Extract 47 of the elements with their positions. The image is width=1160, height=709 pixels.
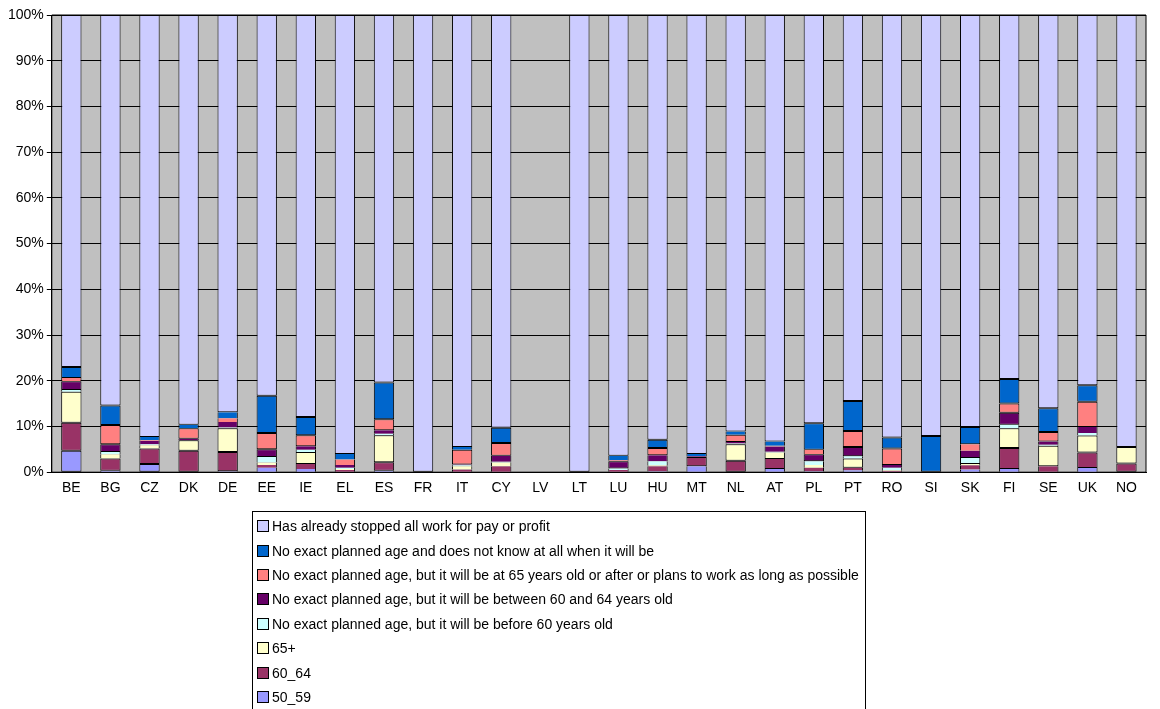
x-tick-label: MT xyxy=(686,479,708,496)
x-tick-label: CZ xyxy=(140,479,160,496)
x-tick-label: LU xyxy=(609,479,628,496)
x-tick-label: EE xyxy=(257,479,277,496)
x-tick-label: FI xyxy=(1003,479,1016,496)
x-tick-label: NO xyxy=(1115,479,1138,496)
y-tick-label: 50% xyxy=(15,234,44,251)
y-tick-label: 40% xyxy=(15,280,44,297)
x-tick-label: IT xyxy=(455,479,469,496)
x-tick-label: AT xyxy=(766,479,784,496)
legend-label: 50_59 xyxy=(272,688,311,705)
x-tick-label: LT xyxy=(571,479,588,496)
x-tick-label: DE xyxy=(217,479,238,496)
x-tick-label: SE xyxy=(1038,479,1058,496)
x-tick-label: PT xyxy=(843,479,863,496)
legend-label: 65+ xyxy=(272,640,296,657)
x-tick-label: FR xyxy=(413,479,433,496)
y-tick-label: 100% xyxy=(7,5,44,22)
x-tick-label: UK xyxy=(1077,479,1098,496)
x-tick-label: IE xyxy=(299,479,313,496)
legend-label: No exact planned age, but it will be at 65 years old or after or plans to work as long as possible xyxy=(272,566,859,583)
x-tick-label: BE xyxy=(62,479,81,496)
y-tick-label: 10% xyxy=(15,417,44,434)
legend-label: No exact planned age and does not know at all when it will be xyxy=(272,542,655,559)
legend-label: Has already stopped all work for pay or profit xyxy=(272,518,550,535)
y-tick-label: 30% xyxy=(15,325,44,342)
legend-label: No exact planned age, but it will be between 60 and 64 years old xyxy=(272,591,673,608)
x-tick-label: SI xyxy=(924,479,938,496)
y-tick-label: 0% xyxy=(23,463,44,480)
legend-label: 60_64 xyxy=(272,664,311,681)
x-tick-label: SK xyxy=(960,479,981,496)
x-tick-label: DK xyxy=(178,479,199,496)
y-tick-label: 20% xyxy=(15,371,44,388)
legend-label: No exact planned age, but it will be before 60 years old xyxy=(272,615,613,632)
x-tick-label: LV xyxy=(532,479,549,496)
y-tick-label: 60% xyxy=(15,188,44,205)
x-tick-label: CY xyxy=(491,479,512,496)
x-tick-label: HU xyxy=(647,479,668,496)
y-tick-label: 90% xyxy=(15,51,44,68)
x-tick-label: RO xyxy=(881,479,903,496)
x-tick-label: BG xyxy=(100,479,121,496)
x-tick-label: ES xyxy=(374,479,394,496)
y-tick-label: 70% xyxy=(15,143,44,160)
x-tick-label: EL xyxy=(336,479,354,496)
x-tick-label: PL xyxy=(805,479,823,496)
x-tick-label: NL xyxy=(726,479,745,496)
y-tick-label: 80% xyxy=(15,97,44,114)
